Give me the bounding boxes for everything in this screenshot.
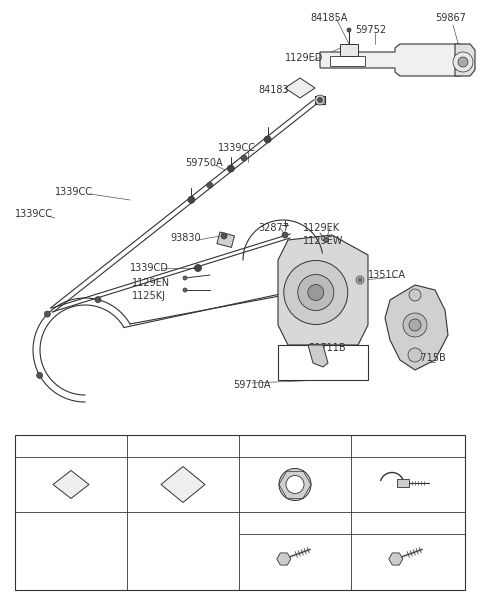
Polygon shape bbox=[161, 467, 205, 502]
Polygon shape bbox=[278, 235, 368, 345]
Circle shape bbox=[409, 319, 421, 331]
Circle shape bbox=[324, 238, 328, 242]
Text: 59711B: 59711B bbox=[308, 343, 346, 353]
Circle shape bbox=[358, 278, 362, 282]
Polygon shape bbox=[308, 345, 328, 367]
Text: 59715B: 59715B bbox=[408, 353, 446, 363]
Text: 32877: 32877 bbox=[258, 223, 289, 233]
Text: 1129EN: 1129EN bbox=[132, 278, 170, 288]
Polygon shape bbox=[53, 470, 89, 499]
Text: 1731JA: 1731JA bbox=[278, 441, 312, 451]
Text: 59710A: 59710A bbox=[233, 380, 271, 390]
Text: 1123GV: 1123GV bbox=[276, 518, 314, 528]
Circle shape bbox=[279, 468, 311, 501]
Circle shape bbox=[264, 136, 271, 143]
Circle shape bbox=[95, 297, 101, 302]
Text: 1339CC: 1339CC bbox=[218, 143, 256, 153]
Text: 59752: 59752 bbox=[355, 25, 386, 35]
Circle shape bbox=[298, 275, 334, 310]
Circle shape bbox=[183, 276, 187, 280]
Text: 1351CA: 1351CA bbox=[368, 270, 406, 280]
Circle shape bbox=[315, 95, 325, 105]
Polygon shape bbox=[277, 553, 291, 565]
Circle shape bbox=[241, 155, 247, 161]
Circle shape bbox=[207, 182, 213, 188]
Circle shape bbox=[317, 98, 323, 102]
Polygon shape bbox=[389, 553, 403, 565]
Text: 1339CC: 1339CC bbox=[15, 209, 53, 219]
Circle shape bbox=[221, 233, 227, 239]
Text: 59750A: 59750A bbox=[185, 158, 223, 168]
Text: 84183: 84183 bbox=[258, 85, 288, 95]
Polygon shape bbox=[320, 44, 462, 76]
Text: 1129EK: 1129EK bbox=[303, 223, 340, 233]
Circle shape bbox=[458, 57, 468, 67]
Text: 1125KJ: 1125KJ bbox=[132, 291, 166, 301]
Text: 84185A: 84185A bbox=[310, 13, 348, 23]
Circle shape bbox=[188, 196, 195, 203]
Bar bbox=[278, 345, 368, 380]
Text: 1799JD: 1799JD bbox=[389, 441, 425, 451]
Circle shape bbox=[356, 276, 364, 284]
Text: 84184: 84184 bbox=[56, 441, 86, 451]
Text: 1129ED: 1129ED bbox=[285, 53, 324, 63]
Text: 1339CC: 1339CC bbox=[55, 187, 93, 197]
Circle shape bbox=[36, 373, 43, 378]
Circle shape bbox=[409, 289, 421, 301]
Circle shape bbox=[408, 348, 422, 362]
Circle shape bbox=[282, 232, 288, 238]
Text: 1130FA: 1130FA bbox=[389, 518, 425, 528]
Circle shape bbox=[403, 313, 427, 337]
Circle shape bbox=[284, 261, 348, 324]
Circle shape bbox=[453, 52, 473, 72]
Polygon shape bbox=[455, 44, 475, 76]
Text: 1339CD: 1339CD bbox=[130, 263, 169, 273]
Text: 84173A: 84173A bbox=[164, 441, 202, 451]
Text: 93830: 93830 bbox=[170, 233, 201, 243]
Bar bbox=[15, 435, 465, 590]
Circle shape bbox=[44, 311, 50, 317]
Bar bbox=[397, 479, 409, 487]
Circle shape bbox=[286, 476, 304, 493]
Text: 59867: 59867 bbox=[435, 13, 466, 23]
Bar bbox=[330, 56, 365, 66]
Text: 1129EW: 1129EW bbox=[303, 236, 343, 246]
Circle shape bbox=[194, 264, 202, 271]
Circle shape bbox=[183, 288, 187, 292]
Polygon shape bbox=[285, 78, 315, 98]
Bar bbox=[340, 44, 358, 56]
Polygon shape bbox=[385, 285, 448, 370]
Circle shape bbox=[308, 284, 324, 301]
Circle shape bbox=[347, 28, 351, 32]
Bar bbox=[217, 232, 235, 247]
Circle shape bbox=[228, 165, 234, 172]
